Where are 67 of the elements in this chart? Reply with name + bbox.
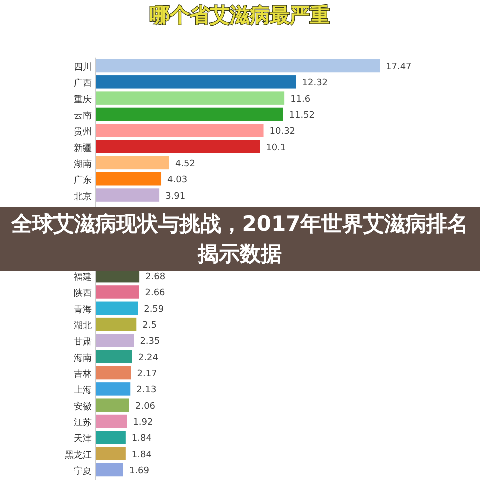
data-label: 12.32 xyxy=(302,78,328,89)
data-label: 2.17 xyxy=(137,370,158,380)
y-tick-label: 甘肃 xyxy=(74,336,92,348)
y-tick-label: 海南 xyxy=(74,352,92,364)
bar xyxy=(96,286,140,299)
y-tick-label: 吉林 xyxy=(74,369,92,380)
data-label: 2.59 xyxy=(144,304,164,315)
bar xyxy=(96,447,126,460)
y-tick-label: 贵州 xyxy=(74,126,92,138)
y-tick-label: 江苏 xyxy=(74,418,92,429)
bar xyxy=(96,366,132,380)
y-tick-label: 福建 xyxy=(74,272,92,284)
y-tick-label: 重庆 xyxy=(74,94,92,106)
data-label: 2.66 xyxy=(145,288,166,299)
bar xyxy=(96,334,134,348)
y-tick-label: 湖北 xyxy=(74,320,92,332)
y-tick-label: 天津 xyxy=(74,434,92,445)
data-label: 1.84 xyxy=(132,434,152,444)
bar xyxy=(96,124,264,138)
bar xyxy=(96,414,128,428)
y-tick-label: 新疆 xyxy=(74,142,92,154)
bar xyxy=(96,431,126,444)
data-label: 1.69 xyxy=(129,466,150,476)
bar xyxy=(96,463,124,477)
data-label: 4.03 xyxy=(168,176,188,186)
y-tick-label: 广西 xyxy=(74,78,92,90)
bar xyxy=(96,398,130,412)
data-label: 2.13 xyxy=(136,386,157,396)
y-tick-label: 上海 xyxy=(74,385,92,396)
data-label: 1.84 xyxy=(132,450,152,460)
bar xyxy=(96,156,170,170)
data-label: 10.1 xyxy=(266,143,286,154)
data-label: 3.91 xyxy=(166,192,186,202)
bar xyxy=(96,172,162,186)
data-label: 4.52 xyxy=(175,159,196,170)
bar xyxy=(96,59,380,73)
data-label: 1.92 xyxy=(133,418,154,428)
y-tick-label: 宁夏 xyxy=(74,466,92,477)
bar xyxy=(96,76,296,89)
data-label: 11.52 xyxy=(289,110,316,121)
y-tick-label: 北京 xyxy=(74,191,92,202)
data-label: 2.68 xyxy=(146,272,166,283)
y-tick-label: 安徽 xyxy=(74,401,92,412)
bar xyxy=(96,302,138,316)
data-label: 2.24 xyxy=(138,353,159,364)
bar xyxy=(96,188,160,202)
bar xyxy=(96,382,131,396)
y-tick-label: 广东 xyxy=(74,175,92,186)
data-label: 10.32 xyxy=(270,127,296,138)
y-tick-label: 湖南 xyxy=(74,158,92,170)
data-label: 11.6 xyxy=(290,94,311,105)
y-tick-label: 陕西 xyxy=(74,288,92,300)
bar xyxy=(96,140,260,154)
data-label: 2.06 xyxy=(135,402,156,412)
data-label: 2.35 xyxy=(140,337,160,348)
data-label: 2.5 xyxy=(142,321,157,332)
y-tick-label: 青海 xyxy=(74,304,92,316)
data-label: 17.47 xyxy=(386,62,412,72)
bar xyxy=(96,92,285,105)
annotation: 全球艾滋病现状与挑战，2017年世界艾滋病排名揭示数据 xyxy=(0,207,480,271)
chart-title: 哪个省艾滋病最严重 xyxy=(150,3,330,27)
bar xyxy=(96,108,284,122)
y-tick-label: 黑龙江 xyxy=(65,450,92,461)
bar xyxy=(96,318,137,332)
y-tick-label: 云南 xyxy=(74,110,92,122)
bar xyxy=(96,350,132,364)
y-tick-label: 四川 xyxy=(74,62,92,73)
